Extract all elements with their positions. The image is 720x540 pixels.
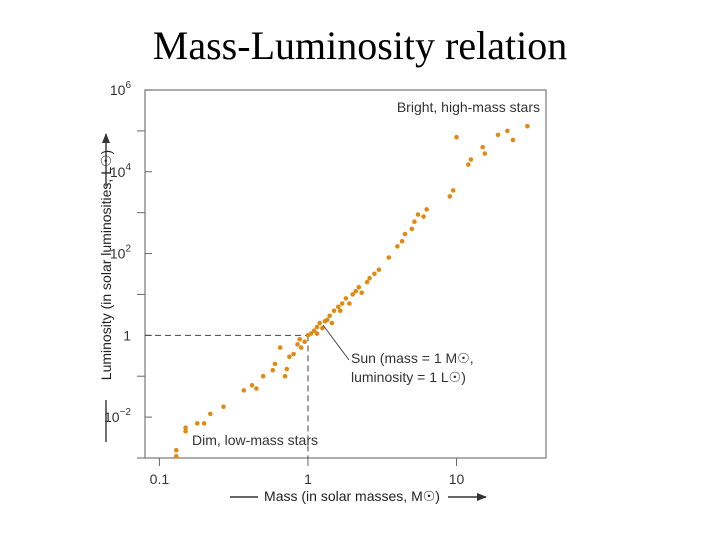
x-tick-label: 1: [304, 471, 312, 487]
sun-pointer-line: [322, 324, 350, 361]
data-point: [254, 386, 259, 391]
data-point: [482, 151, 488, 156]
data-point: [424, 207, 430, 212]
data-point: [468, 157, 474, 162]
data-point: [412, 219, 417, 224]
annotation-sun-line1: Sun (mass = 1 M☉,: [351, 350, 474, 366]
data-point: [376, 267, 382, 273]
plot-area-frame: [144, 89, 547, 459]
annotation-sun-line2: luminosity = 1 L☉): [351, 369, 466, 385]
data-point: [450, 188, 456, 193]
data-point: [174, 447, 179, 453]
y-tick-label: 1: [123, 327, 131, 343]
data-point: [183, 429, 188, 434]
y-tick-base: 10: [110, 246, 126, 262]
data-point: [338, 308, 343, 314]
data-point: [336, 304, 341, 310]
y-tick-exponent: 2: [125, 244, 131, 255]
data-point: [201, 421, 207, 426]
data-point: [314, 331, 320, 336]
data-point: [454, 134, 459, 140]
data-point: [339, 301, 345, 306]
y-tick-exponent: 6: [125, 80, 131, 91]
x-axis-ticks: 0.1 1 10: [150, 458, 465, 487]
data-point: [320, 325, 325, 331]
data-point: [495, 132, 501, 138]
data-point: [402, 231, 408, 237]
data-point: [359, 290, 365, 296]
data-point: [298, 345, 304, 350]
data-point: [325, 317, 330, 323]
data-point: [174, 454, 179, 459]
data-point: [350, 292, 356, 297]
data-point: [505, 128, 510, 134]
data-point: [302, 339, 308, 345]
y-tick-base: 1: [123, 327, 131, 343]
data-point: [331, 308, 337, 314]
data-point: [525, 123, 530, 129]
annotation-bright-stars: Bright, high-mass stars: [397, 99, 540, 115]
data-point: [395, 244, 400, 249]
y-axis-title: Luminosity (in solar luminosities, L☉): [98, 150, 114, 380]
data-point: [272, 361, 278, 367]
slide-title: Mass-Luminosity relation: [152, 23, 568, 68]
x-axis-title: Mass (in solar masses, M☉): [264, 488, 440, 504]
data-point: [284, 366, 290, 372]
x-tick-label: 10: [449, 471, 465, 487]
data-point: [399, 238, 405, 244]
data-point: [260, 373, 266, 379]
y-tick-label: 10−2: [104, 407, 131, 425]
y-tick-base: 10: [110, 82, 126, 98]
data-point: [308, 331, 314, 336]
y-tick-label: 102: [110, 244, 132, 262]
data-point: [221, 404, 226, 410]
data-point: [415, 212, 421, 217]
data-point: [510, 137, 516, 143]
y-tick-exponent: 4: [125, 162, 131, 173]
data-point: [421, 214, 426, 219]
data-point: [287, 354, 292, 360]
data-point: [195, 421, 200, 426]
sun-guide-lines: [145, 334, 309, 458]
data-point: [372, 271, 377, 277]
data-point: [277, 345, 283, 350]
data-point: [297, 337, 303, 342]
data-point: [183, 425, 188, 431]
data-point: [466, 162, 471, 167]
data-point: [291, 351, 296, 357]
data-point: [241, 388, 247, 393]
data-point: [386, 255, 392, 260]
y-tick-label: 104: [110, 162, 132, 180]
y-tick-base: 10: [104, 409, 120, 425]
data-point: [249, 383, 255, 388]
data-point: [343, 296, 349, 301]
data-point: [314, 324, 320, 330]
data-point: [282, 373, 288, 379]
data-point: [356, 284, 362, 290]
data-point: [317, 320, 323, 326]
data-point: [329, 320, 335, 326]
y-tick-label: 106: [110, 80, 132, 98]
data-point: [447, 194, 453, 199]
data-point: [364, 279, 370, 285]
data-point: [295, 342, 300, 347]
data-point: [347, 301, 352, 306]
data-point: [367, 275, 372, 281]
x-axis-title-group: Mass (in solar masses, M☉): [230, 488, 487, 504]
annotation-dim-stars: Dim, low-mass stars: [192, 432, 318, 448]
data-point: [311, 328, 317, 334]
data-point: [208, 411, 213, 417]
data-point: [353, 288, 359, 294]
x-tick-label: 0.1: [150, 471, 170, 487]
data-point: [270, 367, 276, 373]
y-tick-exponent: −2: [120, 407, 132, 418]
data-points: [174, 123, 530, 459]
y-tick-base: 10: [110, 164, 126, 180]
data-point: [409, 226, 415, 232]
y-axis-title-group: Luminosity (in solar luminosities, L☉): [98, 133, 114, 442]
data-point: [480, 144, 486, 150]
data-point: [327, 313, 333, 319]
